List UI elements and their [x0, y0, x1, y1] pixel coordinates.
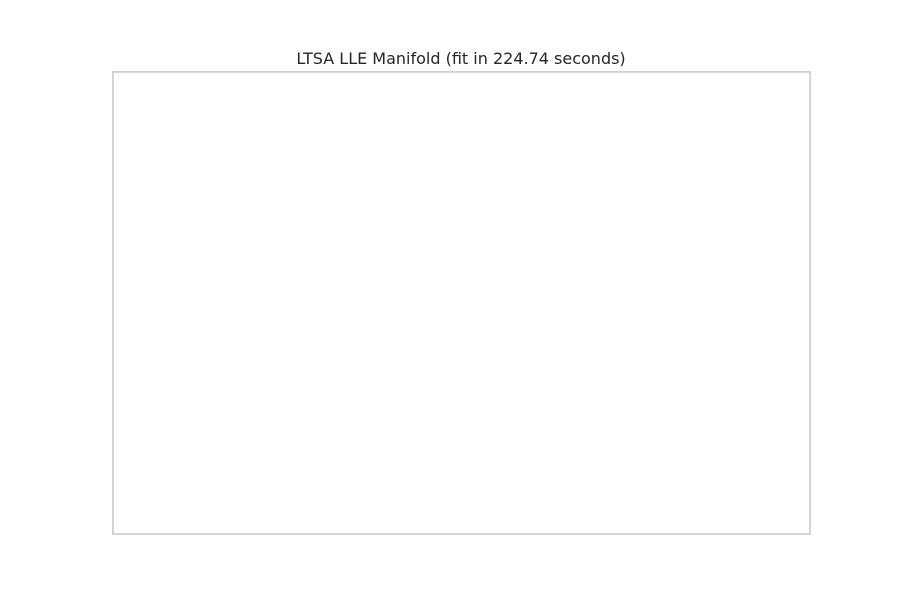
plot-border	[112, 71, 811, 535]
chart-title: LTSA LLE Manifold (fit in 224.74 seconds…	[296, 49, 625, 68]
plot-area	[112, 71, 811, 535]
